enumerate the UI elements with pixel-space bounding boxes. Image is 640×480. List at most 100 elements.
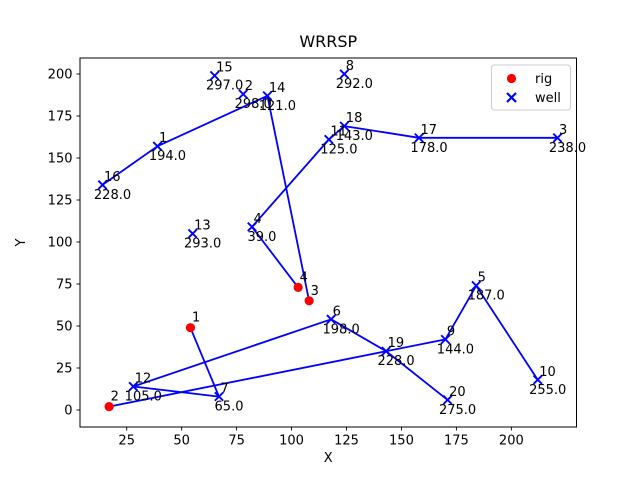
well-id-label-11: 11 (330, 125, 347, 140)
well-marker-9 (440, 334, 451, 345)
well-marker-16 (97, 180, 108, 190)
well-value-label-10: 255.0 (529, 383, 566, 398)
well-marker-11 (324, 134, 334, 145)
y-axis-label: Y (14, 238, 29, 247)
x-marker-stroke (506, 92, 517, 103)
x-marker-stroke (339, 121, 350, 131)
well-id-label-17: 17 (421, 123, 438, 138)
well-id-label-7: 7 (221, 382, 229, 397)
well-id-label-13: 13 (194, 219, 211, 234)
well-value-label-9: 144.0 (437, 342, 474, 357)
well-marker-14 (262, 90, 273, 101)
y-tick-label: 125 (48, 194, 73, 209)
route-line-rig-4 (251, 125, 558, 288)
well-id-label-12: 12 (135, 371, 152, 386)
well-value-label-7: 65.0 (215, 400, 244, 415)
x-marker-stroke (326, 314, 336, 325)
well-value-label-12: 105.0 (125, 389, 162, 404)
well-value-label-13: 293.0 (184, 237, 221, 252)
y-tick-label: 100 (48, 236, 73, 251)
well-id-label-16: 16 (104, 170, 121, 185)
x-tick-label: 125 (334, 434, 359, 449)
legend-rig-marker-icon (506, 73, 517, 84)
axes-spines (79, 57, 577, 428)
x-marker-stroke (209, 70, 220, 81)
well-value-label-2: 298.0 (235, 97, 272, 112)
well-marker-8 (339, 69, 350, 79)
well-value-label-14: 121.0 (259, 99, 296, 114)
x-marker-stroke (440, 334, 451, 345)
x-marker-stroke (339, 69, 350, 79)
rig-id-label-3: 3 (311, 284, 319, 299)
well-id-label-9: 9 (447, 324, 455, 339)
x-tick-label: 175 (444, 434, 469, 449)
well-value-label-17: 178.0 (410, 141, 447, 156)
rig-marker-2 (104, 402, 114, 412)
x-marker-stroke (442, 395, 453, 405)
well-value-label-11: 125.0 (320, 143, 357, 158)
rig-marker-1 (185, 323, 196, 333)
y-tick-label: 200 (48, 68, 73, 83)
well-value-label-18: 143.0 (336, 129, 373, 144)
y-tick-label: 25 (56, 362, 73, 377)
well-id-label-1: 1 (159, 131, 167, 146)
x-tick-label: 100 (279, 434, 304, 449)
y-tick-label: 175 (48, 110, 73, 125)
well-marker-10 (532, 374, 543, 385)
well-id-label-20: 20 (449, 385, 466, 400)
rig-id-label-2: 2 (111, 390, 119, 405)
legend-well-marker-icon (506, 92, 517, 103)
y-tick-label: 75 (56, 278, 73, 293)
well-id-label-10: 10 (539, 365, 556, 380)
x-marker-stroke (471, 280, 482, 291)
well-id-label-8: 8 (346, 59, 354, 74)
well-value-label-16: 228.0 (94, 188, 131, 203)
x-marker-stroke (552, 132, 563, 143)
well-marker-18 (339, 121, 350, 131)
well-marker-4 (247, 222, 257, 232)
rig-id-label-4: 4 (300, 270, 308, 285)
well-marker-19 (381, 346, 391, 357)
x-marker-stroke (532, 374, 543, 385)
rig-marker-3 (304, 296, 314, 306)
x-marker-stroke (381, 346, 391, 357)
x-marker-stroke (214, 391, 224, 402)
x-marker-stroke (128, 381, 139, 392)
well-marker-20 (442, 395, 453, 405)
well-id-label-4: 4 (253, 212, 261, 227)
well-id-label-3: 3 (559, 123, 567, 138)
well-marker-3 (552, 132, 563, 143)
route-line-rig-3 (101, 94, 310, 301)
legend-well-label: well (535, 91, 561, 106)
well-marker-17 (414, 132, 424, 143)
rig-marker-4 (293, 282, 303, 292)
well-value-label-19: 228.0 (377, 354, 414, 369)
well-id-label-15: 15 (216, 61, 233, 76)
x-tick-label: 200 (499, 434, 524, 449)
well-value-label-5: 187.0 (468, 289, 505, 304)
x-marker-stroke (238, 89, 249, 100)
well-id-label-18: 18 (346, 111, 363, 126)
x-tick-label: 75 (228, 434, 245, 449)
well-marker-5 (471, 280, 482, 291)
route-line-rig-2 (108, 284, 539, 408)
x-marker-stroke (97, 180, 108, 190)
legend-rig-label: rig (535, 72, 552, 87)
chart-title: WRRSP (299, 32, 357, 51)
x-marker-stroke (262, 90, 273, 101)
well-marker-7 (214, 391, 224, 402)
well-id-label-6: 6 (333, 304, 341, 319)
x-marker-stroke (324, 134, 334, 145)
well-id-label-14: 14 (269, 81, 286, 96)
x-marker-stroke (152, 141, 163, 152)
well-value-label-1: 194.0 (149, 149, 186, 164)
y-tick-label: 50 (56, 320, 73, 335)
well-marker-12 (128, 381, 139, 392)
well-id-label-19: 19 (388, 336, 405, 351)
x-tick-label: 25 (118, 434, 135, 449)
well-marker-6 (326, 314, 336, 325)
well-value-label-8: 292.0 (336, 77, 373, 92)
well-value-label-4: 39.0 (248, 230, 277, 245)
